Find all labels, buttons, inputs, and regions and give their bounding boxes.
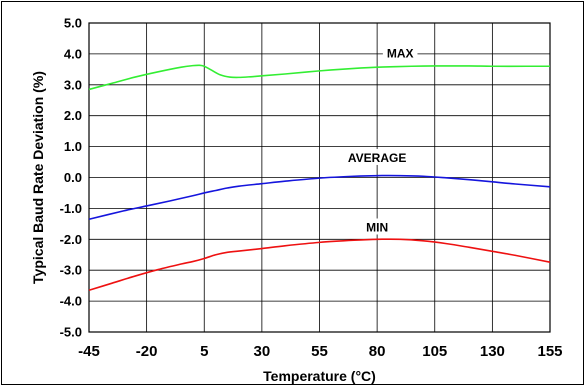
plot-area	[88, 22, 551, 333]
y-tick-label: 0.0	[64, 170, 82, 185]
series-line-min	[88, 238, 551, 292]
y-tick-label: -1.0	[60, 201, 82, 216]
series-label-max: MAX	[387, 47, 414, 61]
x-tick-label: -20	[136, 343, 158, 360]
series-label-average: AVERAGE	[348, 151, 406, 165]
x-tick-label: -45	[78, 343, 100, 360]
series-line-max	[88, 64, 550, 91]
series-line-average	[88, 174, 551, 220]
x-tick-label: 30	[254, 343, 271, 360]
y-tick-label: -3.0	[60, 263, 82, 278]
label-background	[343, 148, 411, 165]
y-tick-label: 3.0	[64, 77, 82, 92]
series-label-min: MIN	[366, 220, 388, 234]
x-tick-label: 105	[422, 343, 447, 360]
y-tick-label: 5.0	[64, 16, 82, 31]
x-tick-label: 5	[200, 343, 208, 360]
x-tick-label: 80	[369, 343, 386, 360]
x-tick-label: 55	[311, 343, 328, 360]
y-tick-label: -2.0	[60, 232, 82, 247]
y-tick-label: 2.0	[64, 108, 82, 123]
label-background	[359, 218, 395, 235]
x-tick-label: 155	[537, 343, 562, 360]
y-tick-label: 1.0	[64, 139, 82, 154]
x-tick-label: 130	[480, 343, 505, 360]
x-axis-ticks: -45 -20 5 30 55 80 105 130 155	[78, 343, 562, 360]
y-tick-label: -5.0	[60, 325, 82, 340]
y-axis-ticks: 5.0 4.0 3.0 2.0 1.0 0.0 -1.0 -2.0 -3.0 -4.0 -5.0	[60, 16, 82, 340]
y-axis-title: Typical Baud Rate Deviation (%)	[30, 71, 46, 284]
y-tick-label: -4.0	[60, 294, 82, 309]
series-lines	[88, 64, 551, 292]
label-background	[382, 44, 418, 61]
y-tick-label: 4.0	[64, 46, 82, 61]
series-annotations: MAX AVERAGE MIN	[343, 44, 418, 235]
x-axis-title: Temperature (°C)	[263, 368, 376, 384]
